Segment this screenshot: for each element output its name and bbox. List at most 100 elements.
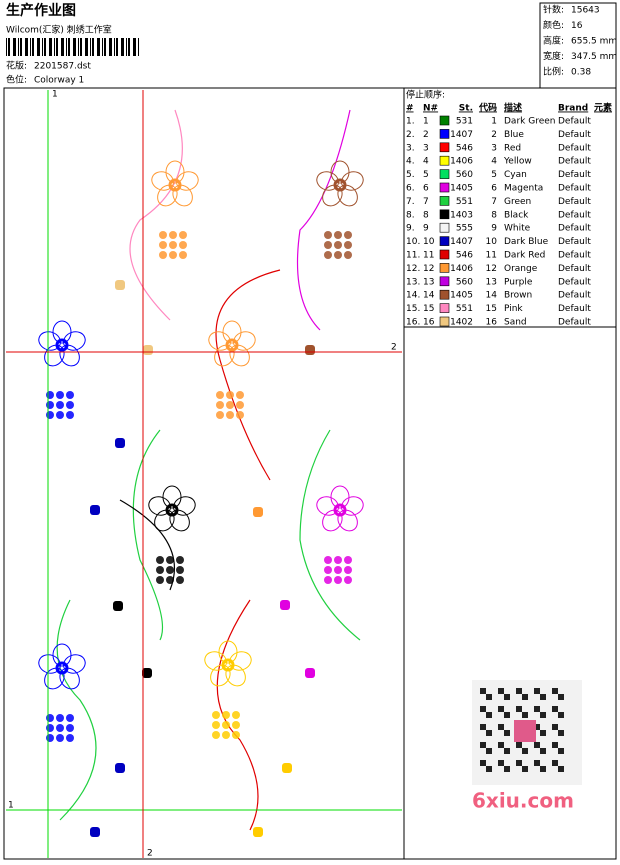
- bud: [324, 566, 332, 574]
- stitches: 1403: [450, 210, 473, 220]
- bar-stripe: [61, 38, 64, 56]
- color-swatch: [439, 289, 450, 300]
- design: 1 1 2 2: [6, 90, 402, 859]
- color-swatch: [439, 169, 450, 179]
- flower-center: [225, 338, 239, 352]
- color-swatch: [439, 129, 450, 139]
- column-header: 描述: [504, 102, 522, 114]
- info-label: 高度:: [543, 35, 564, 47]
- needle: 14: [423, 291, 435, 301]
- watermark: 6xiu.com: [472, 789, 574, 813]
- bar-stripe: [133, 38, 136, 56]
- label: 花版:: [6, 60, 27, 72]
- code: 13: [486, 277, 497, 287]
- bar-stripe: [37, 38, 40, 56]
- bar-stripe: [8, 38, 10, 56]
- petal: [233, 331, 256, 351]
- bar-stripe: [18, 38, 19, 56]
- qr-cell: [540, 694, 546, 700]
- row-index: 8.: [406, 210, 415, 220]
- bud: [46, 734, 54, 742]
- bud: [344, 566, 352, 574]
- bud: [216, 411, 224, 419]
- bar-stripe: [126, 38, 127, 56]
- bar-stripe: [32, 38, 34, 56]
- bud: [66, 401, 74, 409]
- bud: [324, 241, 332, 249]
- petal: [208, 331, 231, 351]
- qr-cell: [504, 766, 510, 772]
- petal: [148, 496, 171, 516]
- bud: [169, 241, 177, 249]
- petal: [218, 640, 238, 664]
- petal: [210, 664, 231, 687]
- motif: [253, 507, 263, 517]
- brand: Default: [558, 197, 591, 207]
- description: Red: [504, 143, 521, 153]
- bar-stripe: [109, 38, 112, 56]
- petal: [341, 496, 364, 516]
- brand: Default: [558, 277, 591, 287]
- qr-cell: [552, 724, 558, 730]
- needle: 1: [423, 117, 429, 127]
- bar-stripe: [128, 38, 130, 56]
- stitches: 1407: [450, 130, 473, 140]
- qr-cell: [516, 760, 522, 766]
- petal: [59, 344, 80, 367]
- description: Dark Red: [504, 251, 545, 261]
- flower-center: [221, 658, 235, 672]
- flower-center: [55, 661, 69, 675]
- brand: Default: [558, 210, 591, 220]
- brand: Default: [558, 157, 591, 167]
- code: 9: [491, 224, 497, 234]
- color-swatch: [439, 182, 450, 193]
- bar-stripe: [85, 38, 88, 56]
- info-value: 16: [571, 21, 583, 31]
- bud: [46, 724, 54, 732]
- qr-cell: [504, 694, 510, 700]
- bud: [226, 411, 234, 419]
- color-swatch: [439, 236, 450, 246]
- colorway: Colorway 1: [34, 76, 84, 86]
- qr-logo: [514, 720, 536, 742]
- bud: [179, 241, 187, 249]
- bud: [334, 556, 342, 564]
- code: 10: [486, 237, 498, 247]
- description: Dark Green: [504, 117, 555, 127]
- color-swatch: [439, 263, 450, 273]
- bud: [156, 566, 164, 574]
- qr-cell: [552, 742, 558, 748]
- guide-label: 1: [52, 90, 58, 100]
- column-header: St.: [459, 104, 473, 114]
- row-index: 13.: [406, 277, 420, 287]
- bud: [236, 401, 244, 409]
- label: 色位:: [6, 74, 27, 86]
- bud: [176, 556, 184, 564]
- row-index: 1.: [406, 117, 415, 127]
- qr-cell: [558, 712, 564, 718]
- stitches: 546: [456, 251, 473, 261]
- brand: Default: [558, 318, 591, 328]
- bud: [212, 711, 220, 719]
- motif: [90, 827, 100, 837]
- bud: [344, 556, 352, 564]
- needle: 8: [423, 210, 429, 220]
- petal: [229, 651, 252, 671]
- petal: [63, 331, 86, 351]
- bud: [334, 241, 342, 249]
- color-swatch: [439, 276, 450, 287]
- stitches: 551: [456, 304, 473, 314]
- bar-stripe: [104, 38, 106, 56]
- stitches: 1406: [450, 157, 473, 167]
- qr-cell: [540, 730, 546, 736]
- bud: [56, 401, 64, 409]
- bar-stripe: [102, 38, 103, 56]
- qr-cell: [480, 724, 486, 730]
- needle: 9: [423, 224, 429, 234]
- petal: [162, 485, 182, 509]
- description: Black: [504, 210, 529, 220]
- stitches: 551: [456, 197, 473, 207]
- qr-cell: [534, 688, 540, 694]
- brand: Default: [558, 170, 591, 180]
- bud: [46, 391, 54, 399]
